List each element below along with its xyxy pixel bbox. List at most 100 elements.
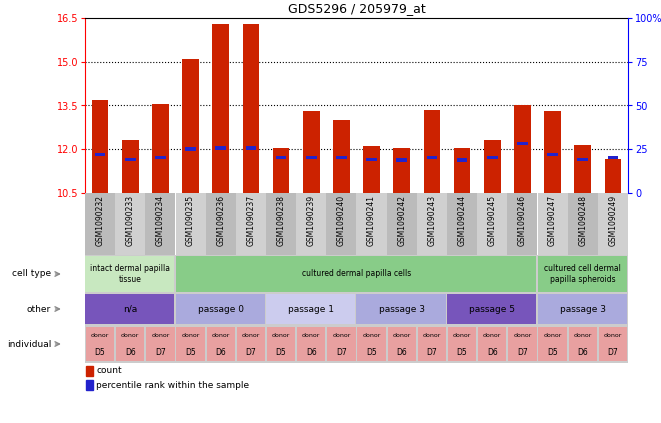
Text: donor: donor [181,333,200,338]
Bar [356,294,446,324]
Text: donor: donor [513,333,531,338]
Text: D5: D5 [95,348,106,357]
Bar [306,156,317,159]
Bar [266,193,296,255]
Bar [607,156,618,159]
Bar [537,294,627,324]
Bar [454,148,471,193]
Bar [276,156,286,159]
Text: D7: D7 [607,348,618,357]
Bar [605,159,621,193]
Bar [87,380,93,390]
Text: donor: donor [393,333,411,338]
Text: donor: donor [453,333,471,338]
Bar [152,104,169,193]
Bar [514,105,531,193]
Bar [236,193,266,255]
Bar [484,140,500,193]
Bar [155,156,166,159]
Bar [477,193,508,255]
Bar [508,193,537,255]
Text: donor: donor [91,333,109,338]
Text: GSM1090234: GSM1090234 [156,195,165,246]
Text: D6: D6 [125,348,136,357]
Text: D7: D7 [517,348,527,357]
Bar [397,159,407,162]
Bar [182,59,199,193]
Bar [122,140,139,193]
Text: count: count [97,366,122,375]
Text: other: other [26,305,51,313]
Text: passage 5: passage 5 [469,305,516,313]
Text: D7: D7 [155,348,166,357]
Bar [356,193,387,255]
Bar [176,294,265,324]
Bar [577,157,588,161]
Bar [146,327,175,362]
Text: GSM1090235: GSM1090235 [186,195,195,246]
Bar [447,193,477,255]
Text: GSM1090236: GSM1090236 [216,195,225,246]
Bar [212,24,229,193]
Bar [478,327,506,362]
Text: donor: donor [362,333,381,338]
Text: GSM1090240: GSM1090240 [337,195,346,246]
Bar [176,327,205,362]
Text: D6: D6 [215,348,226,357]
Text: individual: individual [7,340,51,349]
Bar [145,193,176,255]
Bar [267,327,295,362]
Bar [537,256,627,292]
Text: D5: D5 [276,348,286,357]
Text: GSM1090241: GSM1090241 [367,195,376,246]
Text: donor: donor [574,333,592,338]
Text: D6: D6 [397,348,407,357]
Text: GSM1090239: GSM1090239 [307,195,316,246]
Text: cultured cell dermal
papilla spheroids: cultured cell dermal papilla spheroids [544,264,621,284]
Bar [598,193,628,255]
Text: donor: donor [332,333,350,338]
Bar [125,157,136,161]
Text: intact dermal papilla
tissue: intact dermal papilla tissue [91,264,171,284]
Text: D6: D6 [487,348,498,357]
Text: GSM1090238: GSM1090238 [276,195,286,246]
Bar [387,327,416,362]
Text: donor: donor [242,333,260,338]
Text: passage 3: passage 3 [379,305,425,313]
Bar [85,294,175,324]
Bar [95,153,106,157]
Text: GSM1090232: GSM1090232 [96,195,104,246]
Bar [517,142,528,146]
Bar [364,146,380,193]
Text: cultured dermal papilla cells: cultured dermal papilla cells [302,269,411,278]
Text: donor: donor [543,333,562,338]
Text: GSM1090245: GSM1090245 [488,195,497,246]
Text: D7: D7 [426,348,438,357]
Bar [85,256,175,292]
Bar [568,327,597,362]
Bar [358,327,386,362]
Bar [85,193,115,255]
Bar [176,193,206,255]
Bar [115,193,145,255]
Text: passage 0: passage 0 [198,305,244,313]
Bar [508,327,537,362]
Bar [303,111,319,193]
Text: donor: donor [151,333,170,338]
Text: GSM1090249: GSM1090249 [608,195,617,246]
Text: D7: D7 [245,348,256,357]
Bar [393,148,410,193]
Text: donor: donor [121,333,139,338]
Bar [87,366,93,376]
Text: GSM1090233: GSM1090233 [126,195,135,246]
Bar [297,327,325,362]
Bar [599,327,627,362]
Bar [537,193,568,255]
Text: D5: D5 [457,348,467,357]
Text: D6: D6 [577,348,588,357]
Bar [424,110,440,193]
Text: GSM1090247: GSM1090247 [548,195,557,246]
Text: D5: D5 [185,348,196,357]
Bar [457,159,467,162]
Text: GSM1090244: GSM1090244 [457,195,467,246]
